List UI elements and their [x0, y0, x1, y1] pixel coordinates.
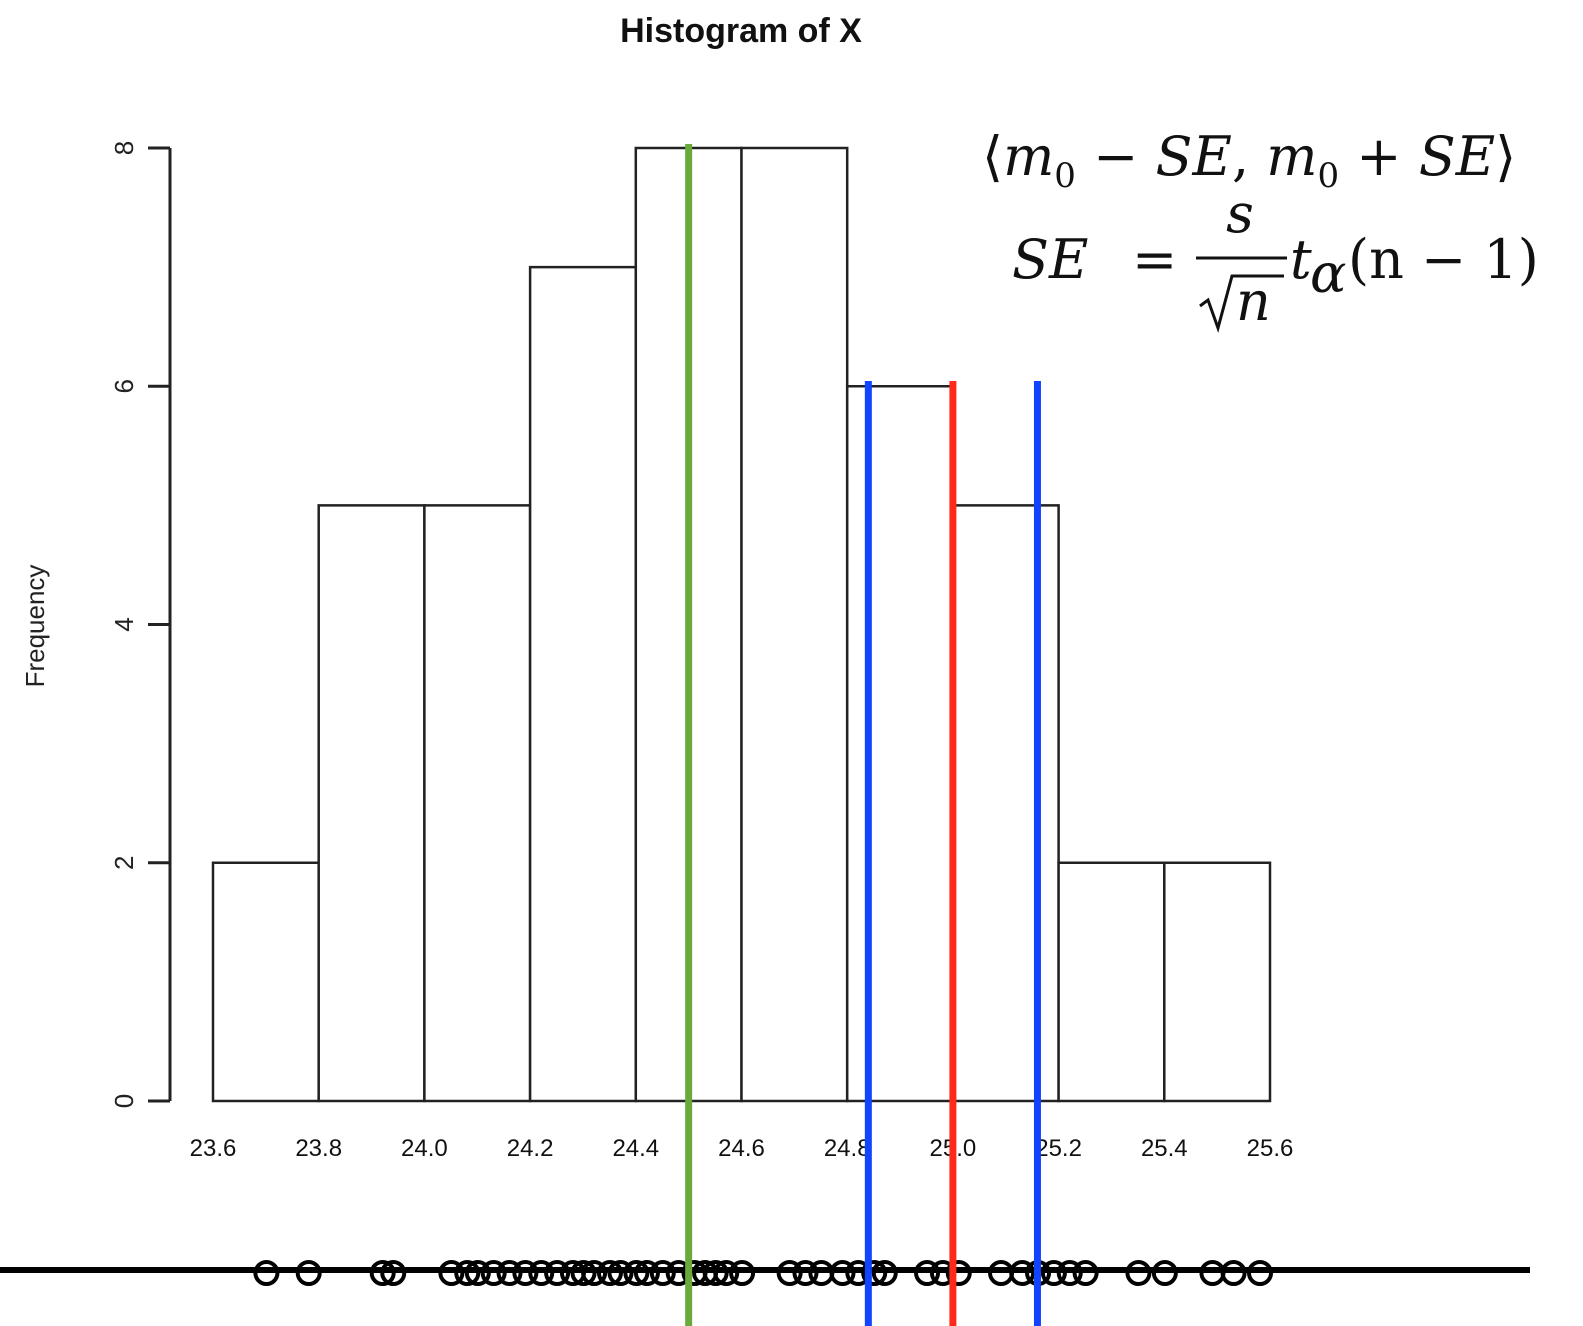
- x-tick-label: 25.2: [1035, 1135, 1082, 1162]
- y-tick-label: 6: [109, 379, 139, 393]
- rug-point: [829, 1260, 856, 1286]
- x-tick-label: 25.6: [1247, 1135, 1294, 1162]
- rug-point: [496, 1260, 523, 1286]
- rug-plot: [0, 1260, 1530, 1286]
- histogram-bar: [951, 504, 1060, 1103]
- rug-point: [1247, 1260, 1274, 1286]
- rug-point: [1056, 1260, 1083, 1286]
- se-formula: SE = s n t α (n − 1): [1012, 182, 1539, 334]
- y-axis-label: Frequency: [20, 565, 50, 688]
- histogram-bar: [1163, 861, 1272, 1103]
- rug-point: [544, 1260, 571, 1286]
- rug-point: [596, 1260, 623, 1286]
- x-tick-label: 23.6: [190, 1135, 237, 1162]
- rug-point: [1125, 1260, 1152, 1286]
- rug-point: [607, 1260, 634, 1286]
- x-axis-tick-labels: 23.623.824.024.224.424.624.825.025.225.4…: [190, 1135, 1294, 1162]
- rug-point: [295, 1260, 322, 1286]
- interval-formula: ⟨m0 − SE, m0 + SE⟩: [982, 125, 1516, 196]
- se-formula-lhs: SE: [1012, 228, 1088, 291]
- histogram-bar: [845, 385, 955, 1103]
- rug-point: [776, 1260, 803, 1286]
- histogram-bars: [211, 146, 1272, 1103]
- rug-point: [1151, 1260, 1178, 1286]
- rug-point: [1009, 1260, 1036, 1286]
- x-tick-label: 24.4: [612, 1135, 659, 1162]
- rug-point: [792, 1260, 819, 1286]
- rug-point: [871, 1260, 898, 1286]
- rug-point: [1072, 1260, 1099, 1286]
- rug-point: [570, 1260, 597, 1286]
- y-tick-label: 4: [109, 617, 139, 631]
- rug-point: [438, 1260, 465, 1286]
- rug-point: [454, 1260, 481, 1286]
- y-tick-label: 8: [109, 141, 139, 155]
- x-tick-label: 24.0: [401, 1135, 448, 1162]
- rug-point: [1040, 1260, 1067, 1286]
- rug-point: [702, 1260, 729, 1286]
- histogram-bar: [740, 146, 849, 1103]
- rug-point: [1220, 1260, 1247, 1286]
- rug-point: [623, 1260, 650, 1286]
- se-formula-t: t: [1290, 228, 1312, 291]
- rug-point: [369, 1260, 396, 1286]
- rug-point: [729, 1260, 756, 1286]
- histogram-bar: [423, 504, 532, 1103]
- se-formula-args: (n − 1): [1348, 228, 1539, 291]
- rug-point: [581, 1260, 608, 1286]
- rug-point: [253, 1260, 280, 1286]
- histogram-bar: [211, 861, 320, 1103]
- reference-lines: [685, 144, 1041, 1326]
- x-tick-label: 24.6: [718, 1135, 765, 1162]
- x-tick-label: 23.8: [295, 1135, 342, 1162]
- histogram-bar: [1057, 861, 1166, 1103]
- rug-point: [464, 1260, 491, 1286]
- x-tick-label: 25.4: [1141, 1135, 1188, 1162]
- se-formula-denominator: n: [1236, 270, 1271, 333]
- rug-point: [861, 1260, 888, 1286]
- rug-point: [380, 1260, 407, 1286]
- rug-point: [713, 1260, 740, 1286]
- y-tick-label: 2: [109, 856, 139, 870]
- se-formula-numerator: s: [1226, 182, 1254, 245]
- rug-point: [945, 1260, 972, 1286]
- rug-point: [633, 1260, 660, 1286]
- rug-point: [480, 1260, 507, 1286]
- rug-point: [649, 1260, 676, 1286]
- se-formula-alpha: α: [1310, 242, 1346, 305]
- x-tick-label: 24.2: [507, 1135, 554, 1162]
- rug-point: [528, 1260, 555, 1286]
- x-tick-label: 24.8: [824, 1135, 871, 1162]
- se-formula-equals: =: [1132, 228, 1177, 291]
- y-tick-label: 0: [109, 1094, 139, 1108]
- sqrt-symbol: [1199, 274, 1284, 334]
- histogram-bar: [317, 504, 426, 1103]
- rug-point: [512, 1260, 539, 1286]
- histogram-bar: [528, 265, 638, 1103]
- rug-point: [914, 1260, 941, 1286]
- y-axis: 0 2 4 6 8: [109, 141, 172, 1108]
- chart-title: Histogram of X: [620, 12, 862, 50]
